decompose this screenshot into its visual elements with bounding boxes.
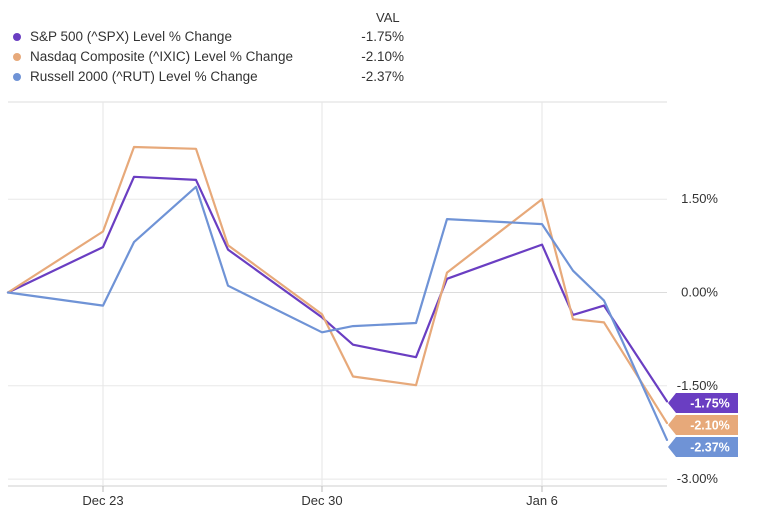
legend-value-header: VAL [376, 10, 400, 25]
end-value-tag [668, 437, 738, 457]
legend-item-russell[interactable]: Russell 2000 (^RUT) Level % Change -2.37… [0, 67, 420, 87]
end-value-label: -1.75% [690, 397, 730, 411]
legend-value-sp500: -1.75% [361, 29, 404, 44]
end-value-label: -2.37% [690, 441, 730, 455]
legend-item-sp500[interactable]: S&P 500 (^SPX) Level % Change -1.75% [0, 27, 420, 47]
legend-dot-russell [13, 73, 21, 81]
chart-legend: VAL S&P 500 (^SPX) Level % Change -1.75%… [0, 0, 420, 95]
end-value-tag [668, 415, 738, 435]
series-line [6, 145, 669, 425]
legend-dot-sp500 [13, 33, 21, 41]
end-value-label: -2.10% [690, 419, 730, 433]
legend-dot-nasdaq [13, 53, 21, 61]
legend-value-nasdaq: -2.10% [361, 49, 404, 64]
series-line [6, 185, 669, 441]
x-tick-label: Dec 30 [301, 493, 342, 508]
legend-label-sp500: S&P 500 (^SPX) Level % Change [30, 29, 232, 44]
y-tick-label: 1.50% [681, 191, 718, 206]
y-tick-label: -1.50% [677, 378, 719, 393]
x-tick-label: Jan 6 [526, 493, 558, 508]
y-tick-label: 0.00% [681, 285, 718, 300]
legend-item-nasdaq[interactable]: Nasdaq Composite (^IXIC) Level % Change … [0, 47, 420, 67]
legend-label-russell: Russell 2000 (^RUT) Level % Change [30, 69, 258, 84]
legend-label-nasdaq: Nasdaq Composite (^IXIC) Level % Change [30, 49, 293, 64]
legend-value-russell: -2.37% [361, 69, 404, 84]
x-tick-label: Dec 23 [82, 493, 123, 508]
y-tick-label: -3.00% [677, 471, 719, 486]
end-value-tag [668, 393, 738, 413]
series-line [6, 175, 669, 403]
